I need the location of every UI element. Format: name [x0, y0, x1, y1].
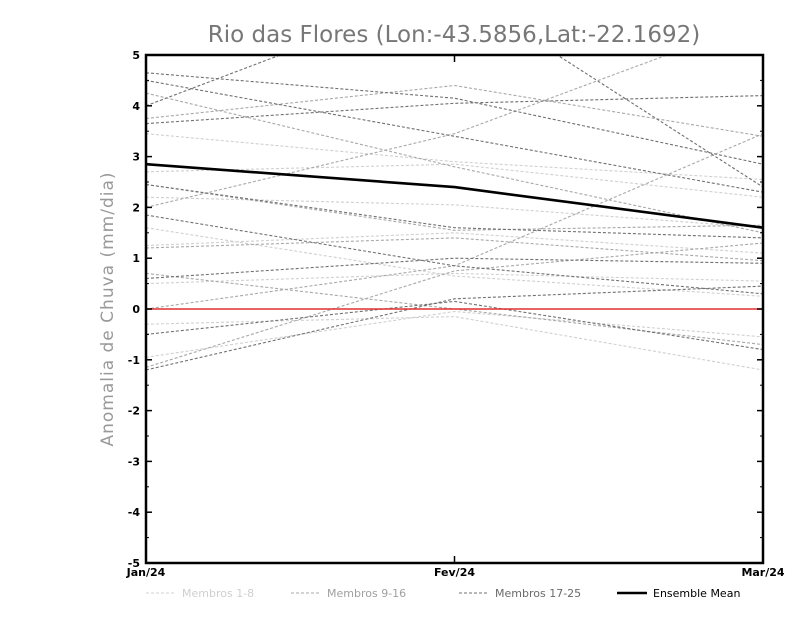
member-line-6	[146, 310, 763, 358]
x-tick-label: Mar/24	[741, 566, 784, 579]
member-line-19	[146, 95, 763, 125]
member-line-9	[146, 92, 763, 234]
chart-title: Rio das Flores (Lon:-43.5856,Lat:-22.169…	[208, 22, 700, 48]
member-line-13	[146, 237, 763, 262]
series-layer	[146, 55, 763, 371]
member-line-24	[146, 285, 763, 371]
y-tick-label: -2	[128, 405, 140, 418]
member-line-17	[146, 72, 763, 165]
member-line-10	[146, 84, 763, 137]
x-tick-label: Fev/24	[434, 566, 475, 579]
member-line-7	[146, 316, 763, 371]
member-line-22	[146, 214, 763, 295]
y-tick-label: -5	[128, 557, 140, 570]
member-line-5	[146, 272, 763, 285]
member-line-3	[146, 196, 763, 229]
member-line-14	[146, 242, 763, 368]
x-tick-label: Jan/24	[126, 566, 166, 579]
member-line-8	[146, 227, 763, 297]
legend: Membros 1-8 Membros 9-16 Membros 17-25 Ense…	[146, 587, 740, 600]
axes-layer	[144, 53, 765, 565]
y-tick-label: 5	[132, 49, 140, 62]
y-tick-label: 2	[132, 201, 140, 214]
member-line-11	[146, 55, 669, 208]
member-line-4	[146, 232, 763, 254]
legend-label-3: Membros 17-25	[495, 587, 581, 600]
ensemble-mean-line	[146, 162, 763, 229]
legend-label-4: Ensemble Mean	[653, 587, 740, 600]
member-line-18	[146, 79, 763, 193]
y-tick-label: -4	[128, 506, 141, 519]
y-tick-label: 1	[132, 252, 140, 265]
y-tick-label: 3	[132, 151, 140, 164]
member-line-25	[146, 300, 763, 351]
y-tick-label: 0	[132, 303, 140, 316]
y-tick-label: -1	[128, 354, 140, 367]
y-axis-label: Anomalia de Chuva (mm/dia)	[98, 171, 118, 446]
member-line-2	[146, 163, 763, 198]
y-tick-label: 4	[132, 100, 140, 113]
member-line-16	[146, 183, 763, 231]
member-line-1	[146, 133, 763, 181]
legend-label-2: Membros 9-16	[327, 587, 406, 600]
member-line-21	[146, 183, 763, 239]
legend-label-1: Membros 1-8	[182, 587, 254, 600]
y-tick-label: -3	[128, 455, 140, 468]
